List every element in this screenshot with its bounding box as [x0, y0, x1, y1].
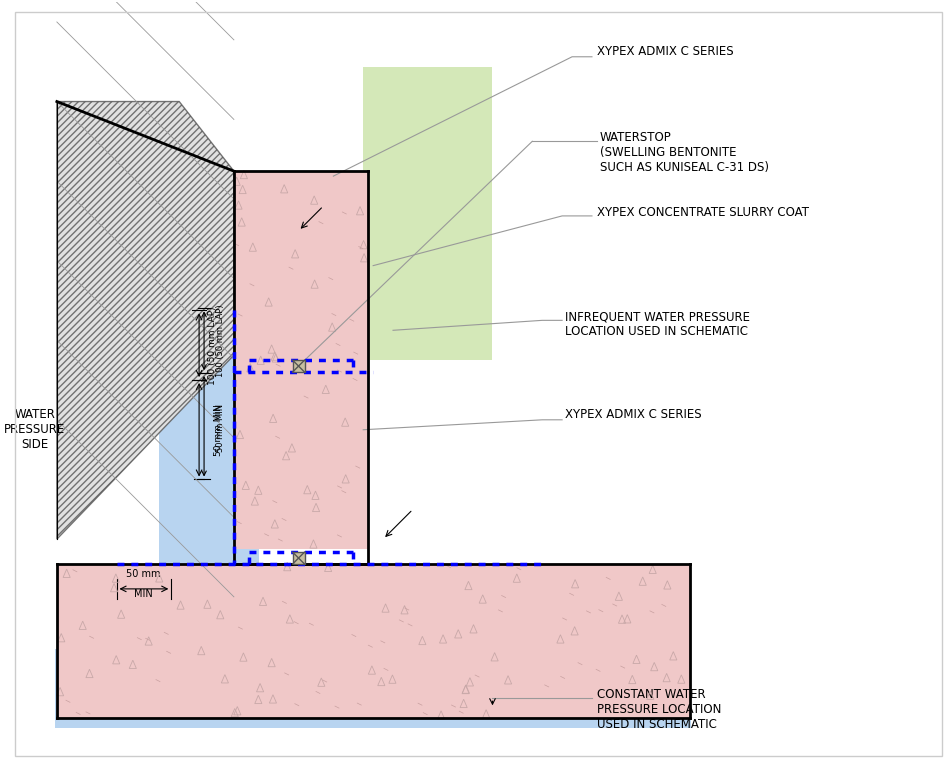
- Bar: [159, 545, 259, 678]
- Bar: [159, 246, 259, 545]
- Text: WATERSTOP
(SWELLING BENTONITE
SUCH AS KUNISEAL C-31 DS): WATERSTOP (SWELLING BENTONITE SUCH AS KU…: [600, 131, 769, 174]
- Text: INFREQUENT WATER PRESSURE
LOCATION USED IN SCHEMATIC: INFREQUENT WATER PRESSURE LOCATION USED …: [565, 310, 750, 339]
- Text: 50 mm MIN: 50 mm MIN: [216, 404, 225, 452]
- Text: MIN: MIN: [134, 589, 152, 599]
- Text: 100 (50 mm LAP): 100 (50 mm LAP): [216, 304, 225, 376]
- Bar: [364, 67, 492, 360]
- Bar: [55, 648, 691, 728]
- Text: XYPEX CONCENTRATE SLURRY COAT: XYPEX CONCENTRATE SLURRY COAT: [597, 207, 809, 220]
- Text: CONSTANT WATER
PRESSURE LOCATION
USED IN SCHEMATIC: CONSTANT WATER PRESSURE LOCATION USED IN…: [597, 688, 722, 731]
- Bar: [57, 564, 690, 718]
- Text: 100 (50 mm LAP): 100 (50 mm LAP): [208, 306, 216, 385]
- Bar: [234, 171, 368, 549]
- Text: 50 mm MIN: 50 mm MIN: [214, 404, 224, 455]
- Text: 50 mm: 50 mm: [127, 569, 161, 579]
- Text: XYPEX ADMIX C SERIES: XYPEX ADMIX C SERIES: [597, 45, 734, 58]
- Text: WATER
PRESSURE
SIDE: WATER PRESSURE SIDE: [5, 409, 66, 452]
- Bar: [292, 360, 305, 372]
- Bar: [292, 552, 305, 564]
- Polygon shape: [57, 101, 234, 539]
- Text: XYPEX ADMIX C SERIES: XYPEX ADMIX C SERIES: [565, 409, 702, 422]
- Polygon shape: [57, 101, 234, 539]
